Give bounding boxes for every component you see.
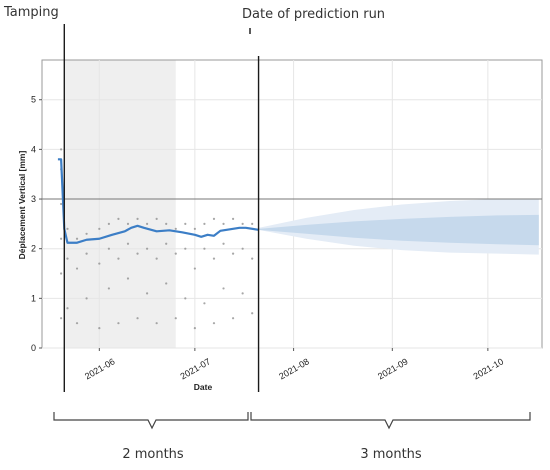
past-period-brace	[53, 412, 249, 430]
data-point	[60, 202, 63, 206]
data-point	[212, 322, 216, 325]
data-point	[85, 252, 88, 255]
data-point	[117, 217, 120, 220]
y-axis-label: Déplacement Vertical [mm]	[17, 151, 27, 260]
data-point	[117, 322, 120, 325]
data-point	[107, 247, 110, 250]
x-tick-label: 2021-10	[472, 356, 506, 381]
prediction-band-inner	[258, 214, 539, 246]
data-point	[98, 227, 101, 230]
data-point	[66, 257, 69, 260]
data-point	[155, 257, 158, 260]
data-point	[174, 227, 177, 230]
data-point	[60, 272, 63, 275]
data-point	[126, 277, 130, 280]
data-point	[212, 217, 216, 220]
data-point	[60, 148, 63, 151]
x-tick-label: 2021-07	[179, 356, 213, 381]
data-point	[107, 222, 110, 225]
data-point	[203, 302, 206, 305]
data-point	[184, 222, 187, 225]
tamping-label: Tamping	[3, 5, 59, 20]
data-point	[174, 252, 177, 255]
data-point	[60, 317, 63, 320]
x-tick-label: 2021-09	[376, 356, 410, 381]
data-point	[60, 237, 63, 240]
data-point	[174, 317, 177, 320]
data-point	[241, 292, 244, 295]
data-point	[107, 287, 110, 290]
data-point	[165, 242, 168, 245]
data-point	[66, 227, 69, 230]
data-point	[75, 237, 79, 240]
y-tick-label: 0	[31, 343, 36, 353]
y-tick-label: 2	[31, 244, 36, 254]
y-tick-label: 1	[31, 293, 36, 303]
data-point	[155, 322, 158, 325]
data-point	[251, 257, 254, 260]
data-point	[85, 297, 88, 300]
data-point	[184, 297, 187, 300]
data-point	[222, 287, 225, 290]
data-point	[85, 232, 88, 235]
shaded-period	[64, 60, 176, 348]
x-axis-label: Date	[194, 382, 213, 392]
data-point	[241, 247, 244, 250]
data-point	[98, 262, 101, 265]
data-point	[193, 267, 196, 270]
data-point	[98, 327, 101, 330]
data-point	[165, 282, 168, 285]
data-point	[222, 222, 225, 225]
data-point	[145, 292, 149, 295]
data-point	[231, 252, 235, 255]
data-point	[145, 222, 149, 225]
future-period-label: 3 months	[360, 447, 422, 462]
data-point	[203, 247, 206, 250]
data-point	[136, 252, 139, 255]
data-point	[231, 217, 235, 220]
data-point	[241, 222, 244, 225]
data-point	[75, 267, 79, 270]
data-point	[193, 327, 196, 330]
trend-line	[57, 158, 259, 244]
future-period-brace	[250, 412, 531, 430]
data-point	[165, 222, 168, 225]
prediction-run-label: Date of prediction run	[242, 7, 385, 22]
data-point	[212, 257, 216, 260]
y-tick-label: 4	[31, 144, 36, 154]
data-point	[117, 257, 120, 260]
data-point	[66, 307, 69, 310]
data-point	[126, 242, 130, 245]
x-tick-label: 2021-08	[277, 356, 311, 381]
data-point	[155, 217, 158, 220]
data-point	[251, 222, 254, 225]
x-tick-label: 2021-06	[83, 356, 117, 381]
past-period-label: 2 months	[122, 447, 184, 462]
y-tick-label: 5	[31, 95, 36, 105]
data-point	[184, 247, 187, 250]
data-point	[193, 227, 196, 230]
data-point	[136, 217, 139, 220]
data-point	[222, 242, 225, 245]
data-point	[75, 322, 79, 325]
data-point	[231, 317, 235, 320]
data-point	[145, 247, 149, 250]
data-point	[136, 317, 139, 320]
y-tick-label: 3	[31, 194, 36, 204]
data-point	[126, 222, 130, 225]
data-point	[251, 312, 254, 315]
data-point	[203, 222, 206, 225]
